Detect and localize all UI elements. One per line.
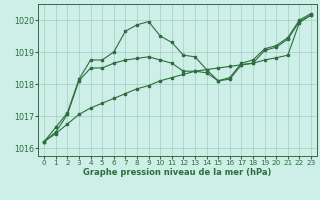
X-axis label: Graphe pression niveau de la mer (hPa): Graphe pression niveau de la mer (hPa) <box>84 168 272 177</box>
